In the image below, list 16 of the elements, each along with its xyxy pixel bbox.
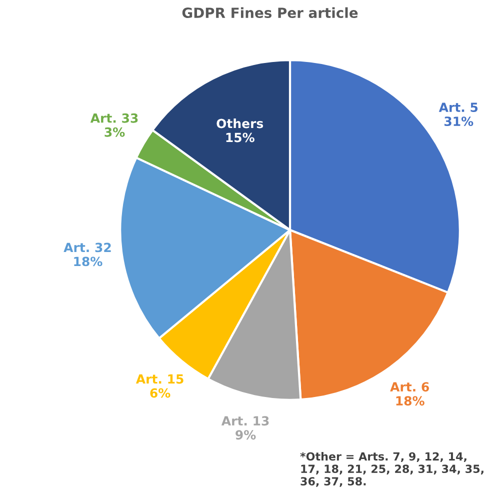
slice-label: Art. 13 (221, 416, 269, 426)
slice-label: Art. 33 (90, 113, 138, 123)
data-label: 9% (236, 430, 256, 440)
chart-title: GDPR Fines Per article (182, 7, 358, 18)
data-label: 15% (226, 132, 254, 142)
text: *Other = Arts. 7, 9, 12, 14, 17, 18, 21, 25, 28, 31, 34, 35, 36, 37, 58. (300, 452, 484, 487)
data-label: 18% (396, 396, 424, 406)
slice-label: Art. 6 (390, 382, 429, 392)
data-label: 31% (444, 116, 474, 126)
slice-label: Art. 5 (438, 102, 478, 112)
slice-label: Art. 32 (64, 242, 111, 252)
data-label: 3% (104, 127, 125, 137)
slice-label: Art. 15 (136, 374, 184, 384)
data-label: 18% (74, 256, 102, 266)
slice-label: Others (216, 118, 264, 128)
data-label: 6% (150, 388, 170, 398)
